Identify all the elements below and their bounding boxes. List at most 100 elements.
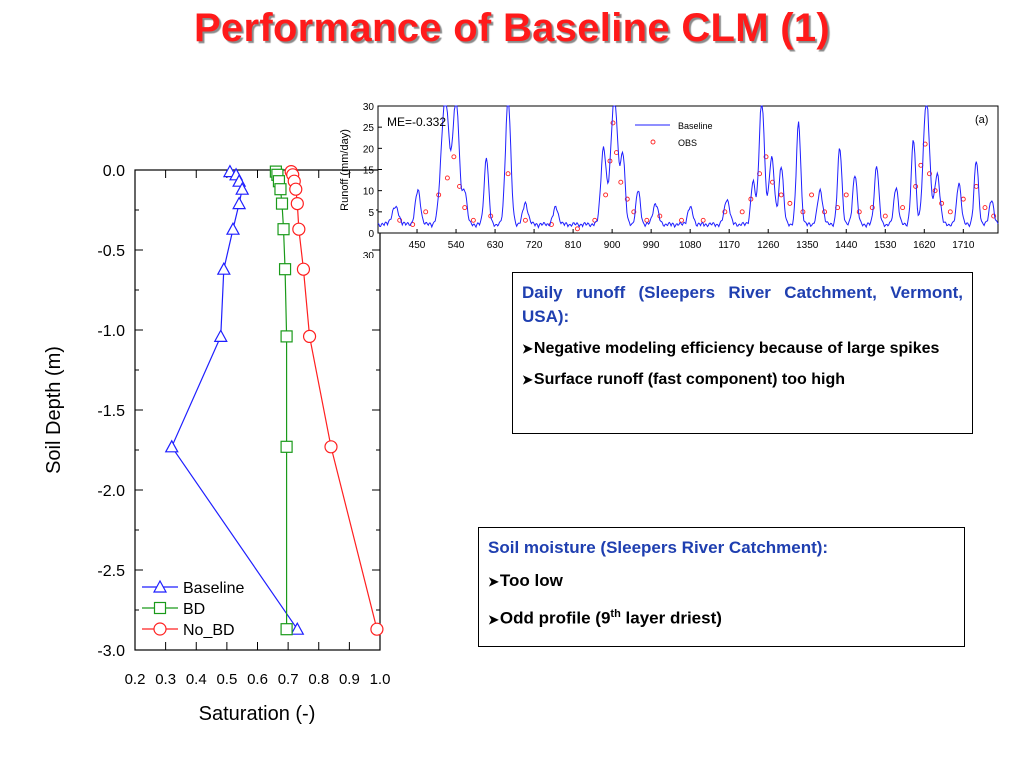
x-tick-label: 0.8 bbox=[308, 671, 329, 688]
point-no_bd bbox=[370, 622, 384, 636]
point-bd bbox=[280, 623, 293, 636]
soil-notes-heading: Soil moisture (Sleepers River Catchment)… bbox=[488, 538, 829, 557]
runoff-chart: 0 5 10 15 20 25 30 450 540 630 720 810 900 990 1080 117… bbox=[339, 102, 999, 258]
obs-point bbox=[982, 205, 988, 211]
runoff-y-tick-label: 30 bbox=[363, 102, 375, 113]
soil-series-group bbox=[164, 164, 384, 636]
legend-marker bbox=[153, 601, 167, 615]
runoff-x-tick-label: 1620 bbox=[913, 240, 936, 251]
arrow-bullet-icon: ➤ bbox=[488, 574, 499, 589]
runoff-y-tick-label: 0 bbox=[368, 229, 374, 240]
runoff-panel-label: (a) bbox=[975, 114, 988, 126]
obs-point bbox=[722, 209, 728, 215]
y-tick-label: 0.0 bbox=[103, 163, 125, 180]
runoff-x-tick-label: 1260 bbox=[757, 240, 780, 251]
runoff-x-tick-label: 1080 bbox=[679, 240, 702, 251]
point-no_bd bbox=[289, 182, 303, 196]
point-baseline bbox=[216, 261, 231, 275]
x-tick-label: 0.9 bbox=[339, 671, 360, 688]
soil-bullet-2-sup: th bbox=[610, 608, 621, 620]
obs-point bbox=[882, 213, 888, 219]
legend-marker bbox=[650, 139, 656, 145]
y-tick-label: -2.5 bbox=[97, 563, 125, 580]
runoff-bullet-1-text: Negative modeling efficiency because of … bbox=[533, 340, 940, 357]
point-no_bd bbox=[290, 196, 304, 211]
legend-marker bbox=[153, 622, 167, 636]
legend-marker bbox=[152, 579, 168, 593]
arrow-bullet-icon: ➤ bbox=[522, 372, 533, 387]
obs-point bbox=[679, 217, 684, 223]
x-tick-label: 0.3 bbox=[155, 671, 176, 688]
obs-point bbox=[462, 205, 468, 211]
runoff-bullet-2: ➤Surface runoff (fast component) too hig… bbox=[522, 369, 963, 391]
runoff-x-tick-label: 450 bbox=[409, 240, 426, 251]
obs-point bbox=[470, 217, 476, 223]
soil-axis-ticks: 0.0 -0.5 -1.0 -1.5 -2.0 -2.5 -3.00.2 0.3 0.4 0.5 0… bbox=[97, 163, 390, 688]
obs-point bbox=[700, 217, 706, 223]
x-tick-label: 0.2 bbox=[125, 671, 146, 688]
obs-point bbox=[778, 192, 784, 198]
legend-label: OBS bbox=[678, 138, 697, 148]
obs-point bbox=[444, 175, 450, 181]
point-bd bbox=[277, 223, 290, 236]
runoff-x-tick-label: 1440 bbox=[835, 240, 858, 251]
runoff-partial-tick-label: 30 bbox=[363, 251, 375, 258]
y-tick-label: -3.0 bbox=[97, 643, 125, 660]
x-tick-label: 1.0 bbox=[370, 671, 391, 688]
runoff-baseline-series bbox=[377, 105, 999, 229]
runoff-y-tick-label: 5 bbox=[368, 208, 374, 219]
series-line-baseline bbox=[171, 171, 298, 630]
obs-point bbox=[939, 200, 945, 206]
obs-point bbox=[397, 217, 403, 223]
point-bd bbox=[278, 263, 292, 276]
point-no_bd bbox=[292, 222, 306, 236]
obs-point bbox=[869, 205, 875, 211]
x-tick-label: 0.6 bbox=[247, 671, 268, 688]
runoff-y-tick-label: 15 bbox=[363, 166, 375, 177]
runoff-x-tick-label: 1170 bbox=[718, 240, 740, 251]
obs-point bbox=[947, 209, 953, 215]
obs-point bbox=[913, 183, 919, 189]
y-tick-label: -2.0 bbox=[97, 483, 125, 500]
runoff-bullet-1: ➤Negative modeling efficiency because of… bbox=[522, 338, 963, 360]
soil-bullet-1: ➤Too low bbox=[488, 570, 955, 593]
runoff-x-tick-label: 1350 bbox=[796, 240, 819, 251]
obs-point bbox=[763, 154, 769, 160]
point-bd bbox=[274, 183, 287, 196]
obs-point bbox=[522, 217, 528, 223]
point-no_bd bbox=[296, 262, 311, 276]
slide-title: Performance of Baseline CLM (1) bbox=[193, 6, 831, 50]
x-axis-label: Saturation (-) bbox=[199, 703, 316, 725]
point-baseline bbox=[213, 329, 228, 342]
obs-point bbox=[618, 179, 624, 185]
x-tick-label: 0.4 bbox=[186, 671, 207, 688]
runoff-y-tick-label: 20 bbox=[363, 144, 375, 155]
runoff-notes-box: Daily runoff (Sleepers River Catchment, … bbox=[512, 272, 973, 434]
y-axis-label: Soil Depth (m) bbox=[43, 346, 65, 474]
series-line-bd bbox=[275, 171, 288, 630]
soil-bullet-1-text: Too low bbox=[499, 571, 563, 590]
runoff-legend: Baseline OBS bbox=[635, 121, 713, 148]
legend-label: BD bbox=[183, 601, 205, 618]
point-baseline bbox=[164, 439, 179, 453]
point-no_bd bbox=[302, 329, 317, 343]
obs-point bbox=[423, 209, 429, 215]
runoff-x-tick-label: 990 bbox=[643, 240, 660, 251]
obs-point bbox=[548, 222, 554, 227]
arrow-bullet-icon: ➤ bbox=[488, 611, 499, 627]
obs-point bbox=[505, 171, 511, 177]
runoff-x-tick-label: 630 bbox=[487, 240, 504, 251]
obs-point bbox=[843, 192, 849, 198]
obs-point bbox=[809, 192, 815, 198]
soil-notes-box: Soil moisture (Sleepers River Catchment)… bbox=[478, 527, 965, 647]
runoff-x-tick-label: 810 bbox=[565, 240, 582, 251]
point-baseline bbox=[290, 621, 305, 635]
runoff-y-tick-label: 25 bbox=[363, 123, 375, 134]
y-tick-label: -0.5 bbox=[97, 243, 125, 260]
runoff-annotation: ME=-0.332 bbox=[387, 115, 446, 129]
obs-point bbox=[927, 171, 932, 177]
obs-point bbox=[991, 213, 997, 219]
runoff-x-tick-label: 1530 bbox=[874, 240, 897, 251]
x-tick-label: 0.5 bbox=[216, 671, 237, 688]
runoff-y-axis-label: Runoff (mm/day) bbox=[339, 129, 351, 211]
